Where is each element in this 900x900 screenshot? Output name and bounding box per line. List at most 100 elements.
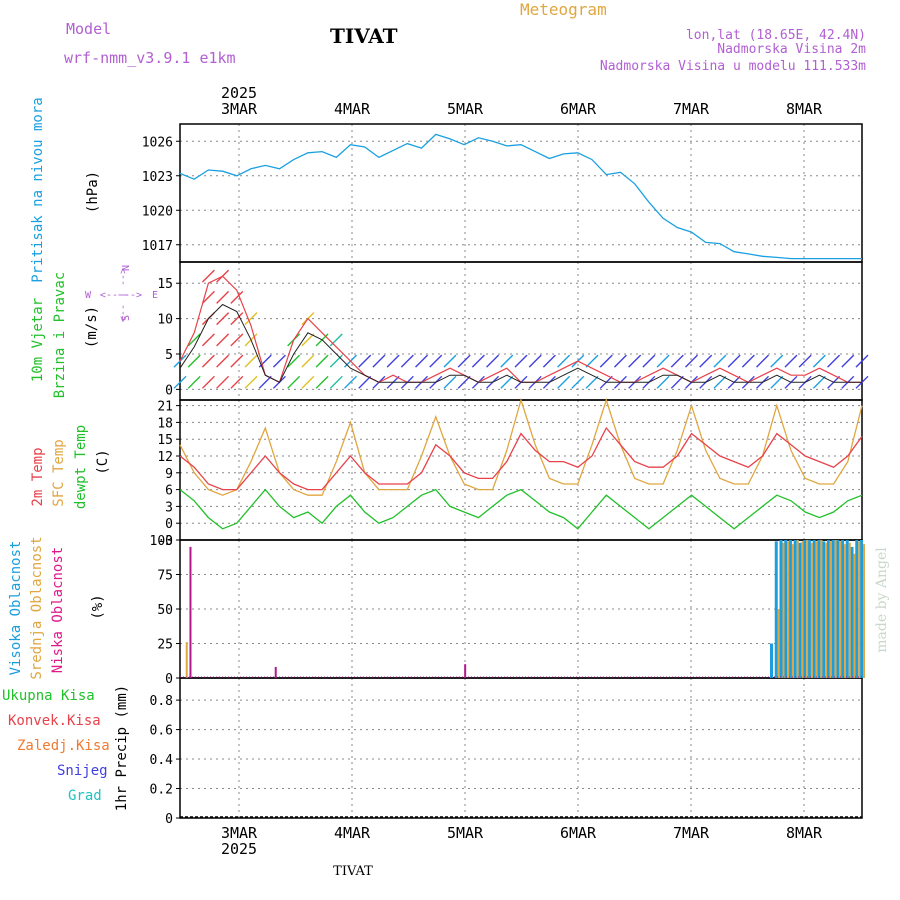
wind-barb bbox=[201, 354, 215, 368]
cloud-unit: (%) bbox=[90, 594, 106, 619]
wind-barb bbox=[386, 354, 400, 368]
wind-barb bbox=[855, 354, 869, 368]
dewpt-line bbox=[179, 488, 863, 530]
wind-title2: Brzina i Pravac bbox=[52, 272, 68, 398]
wind-barb bbox=[230, 375, 244, 389]
precip-unit: 1hr Precip (mm) bbox=[114, 685, 130, 811]
wind-barb bbox=[486, 354, 500, 368]
wind-barb bbox=[187, 333, 201, 347]
wind-barb bbox=[429, 354, 443, 368]
cloud-bar bbox=[841, 540, 845, 678]
cloud-bar bbox=[774, 541, 778, 678]
wind-barb bbox=[201, 290, 215, 304]
cloud-bar bbox=[791, 544, 794, 678]
location-text: lon,lat (18.65E, 42.4N) bbox=[686, 28, 866, 43]
cloud-bar bbox=[839, 541, 842, 678]
day-label-bottom: 7MAR bbox=[673, 824, 710, 842]
wind-barb bbox=[443, 375, 457, 389]
y-tick-label: 100 bbox=[150, 534, 173, 549]
wind-barb bbox=[187, 375, 201, 389]
day-label-top: 4MAR bbox=[334, 100, 371, 118]
wind-barb bbox=[315, 354, 329, 368]
day-labels-top: 3MAR 4MAR 5MAR 6MAR 7MAR 8MAR bbox=[221, 100, 823, 118]
wind-barb bbox=[557, 354, 571, 368]
wind-barb bbox=[741, 354, 755, 368]
y-tick-label: 1023 bbox=[142, 170, 173, 185]
cloud-bar bbox=[185, 642, 188, 678]
cloud-bar bbox=[836, 540, 840, 678]
elevation-text: Nadmorska Visina 2m bbox=[717, 42, 866, 57]
y-tick-label: 1017 bbox=[142, 239, 173, 254]
wind-barb bbox=[244, 375, 258, 389]
y-tick-label: 0 bbox=[165, 812, 173, 827]
cloud-bar bbox=[848, 542, 851, 678]
cloud-bar bbox=[829, 541, 832, 678]
wind-barb bbox=[230, 312, 244, 326]
cloud-bar bbox=[844, 544, 847, 678]
cloud-bar bbox=[826, 540, 830, 678]
wind-barb bbox=[542, 354, 556, 368]
wind-barb bbox=[315, 375, 329, 389]
wind-barb bbox=[216, 354, 230, 368]
wind-barb bbox=[201, 333, 215, 347]
precip-legend-total: Ukupna Kisa bbox=[2, 688, 95, 704]
wind-barb bbox=[457, 354, 471, 368]
wind-barb bbox=[528, 354, 542, 368]
cloud-bar bbox=[850, 546, 854, 678]
wind-barb bbox=[287, 375, 301, 389]
pressure-line bbox=[179, 133, 862, 260]
cloud-bar bbox=[855, 540, 859, 678]
cloud-bar bbox=[863, 544, 865, 678]
cloud-bar bbox=[858, 541, 861, 678]
y-tick-label: 0.8 bbox=[150, 694, 173, 709]
cloud-bar bbox=[801, 541, 804, 678]
compass-rose: N E S W <-- --> <-- | --> bbox=[85, 265, 158, 322]
wind-barb bbox=[230, 354, 244, 368]
wind-barb bbox=[301, 375, 315, 389]
watermark: made by Angel bbox=[874, 547, 890, 653]
wind-barb bbox=[571, 375, 585, 389]
compass-n: N bbox=[121, 265, 132, 271]
compass-w: W bbox=[85, 290, 92, 301]
cloud-bar bbox=[793, 540, 797, 678]
day-label-top: 3MAR bbox=[221, 100, 258, 118]
cloud-bar bbox=[853, 553, 856, 678]
temp-legend-sfc: SFC Temp bbox=[51, 439, 67, 506]
cloud-bar bbox=[860, 540, 863, 678]
cloud-bar bbox=[464, 664, 467, 678]
y-tick-label: 25 bbox=[157, 638, 173, 653]
y-tick-label: 5 bbox=[165, 348, 173, 363]
wind-barb bbox=[827, 354, 841, 368]
cloud-bar bbox=[845, 540, 849, 678]
wind-barb bbox=[756, 354, 770, 368]
grid-lines: 1026102310201017151050211815129630-31007… bbox=[142, 124, 862, 827]
cloud-bar bbox=[770, 643, 774, 678]
sfc-temp-line bbox=[179, 397, 863, 496]
wind-barb bbox=[770, 375, 784, 389]
cloud-bar bbox=[820, 540, 823, 678]
wind-barb bbox=[344, 375, 357, 389]
y-tick-label: 1020 bbox=[142, 204, 173, 219]
y-tick-label: 0.4 bbox=[150, 753, 174, 768]
y-tick-label: 0 bbox=[165, 383, 173, 398]
y-tick-label: 12 bbox=[157, 450, 173, 465]
wind-barb bbox=[244, 312, 258, 326]
wind-barb bbox=[812, 375, 826, 389]
cloud-bar bbox=[796, 540, 799, 678]
cloud-bar bbox=[815, 541, 818, 678]
product-title: Meteogram bbox=[520, 0, 607, 19]
cloud-legend-low: Niska Oblacnost bbox=[50, 547, 66, 673]
wind-barb bbox=[798, 354, 812, 368]
wind-barb bbox=[216, 375, 230, 389]
wind-barb bbox=[770, 354, 784, 368]
wind-barb bbox=[201, 269, 215, 283]
cloud-bar bbox=[806, 540, 809, 678]
day-label-bottom: 3MAR bbox=[221, 824, 258, 842]
day-label-bottom: 8MAR bbox=[786, 824, 823, 842]
temp-unit: (C) bbox=[95, 449, 111, 474]
day-label-top: 6MAR bbox=[560, 100, 597, 118]
y-tick-label: 6 bbox=[165, 484, 173, 499]
cloud-bar bbox=[810, 542, 813, 678]
cloud-bar bbox=[798, 542, 802, 678]
